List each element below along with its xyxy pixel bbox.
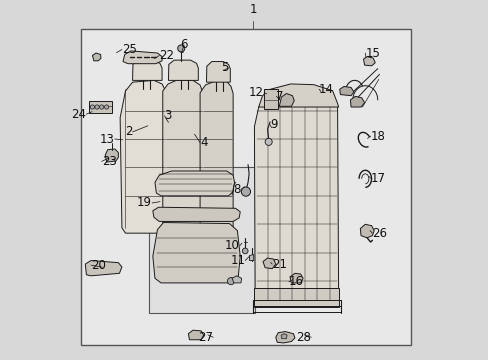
Circle shape xyxy=(177,45,184,52)
Polygon shape xyxy=(89,101,112,113)
Text: 14: 14 xyxy=(319,83,333,96)
Polygon shape xyxy=(254,86,338,307)
Polygon shape xyxy=(289,273,303,283)
Text: 3: 3 xyxy=(164,109,172,122)
Polygon shape xyxy=(206,62,230,82)
Text: 7: 7 xyxy=(276,90,284,103)
Text: 8: 8 xyxy=(233,183,241,196)
Text: 15: 15 xyxy=(365,46,379,59)
Text: 1: 1 xyxy=(249,4,257,17)
Circle shape xyxy=(104,105,108,109)
Text: 24: 24 xyxy=(71,108,86,121)
Text: 6: 6 xyxy=(180,39,187,51)
Polygon shape xyxy=(264,89,278,109)
Circle shape xyxy=(100,105,103,109)
Text: 5: 5 xyxy=(221,62,228,75)
Text: 9: 9 xyxy=(269,118,277,131)
Text: 17: 17 xyxy=(370,172,385,185)
Text: 19: 19 xyxy=(137,197,152,210)
Text: 22: 22 xyxy=(159,49,174,62)
Text: 23: 23 xyxy=(102,155,116,168)
Polygon shape xyxy=(263,258,275,269)
Circle shape xyxy=(264,138,272,145)
Polygon shape xyxy=(188,330,203,340)
Polygon shape xyxy=(254,288,338,307)
Polygon shape xyxy=(249,255,253,261)
Text: 10: 10 xyxy=(224,239,240,252)
Polygon shape xyxy=(258,84,338,107)
Text: 18: 18 xyxy=(370,130,385,143)
Text: 26: 26 xyxy=(372,227,386,240)
Polygon shape xyxy=(279,94,294,106)
Text: 27: 27 xyxy=(198,331,213,344)
Text: 21: 21 xyxy=(272,258,286,271)
Polygon shape xyxy=(105,149,118,162)
Circle shape xyxy=(241,187,250,196)
Text: 11: 11 xyxy=(230,254,244,267)
Text: 20: 20 xyxy=(91,258,106,272)
FancyBboxPatch shape xyxy=(81,29,411,345)
Polygon shape xyxy=(350,96,364,107)
Circle shape xyxy=(227,278,234,285)
Text: 28: 28 xyxy=(296,331,311,344)
Polygon shape xyxy=(200,81,233,233)
Polygon shape xyxy=(155,171,234,196)
Polygon shape xyxy=(339,86,353,96)
FancyBboxPatch shape xyxy=(148,167,255,313)
Circle shape xyxy=(95,105,99,109)
Polygon shape xyxy=(168,60,198,80)
Text: 2: 2 xyxy=(125,125,132,138)
Polygon shape xyxy=(275,332,294,343)
Circle shape xyxy=(90,105,94,109)
Polygon shape xyxy=(232,276,241,283)
Polygon shape xyxy=(92,53,101,61)
Polygon shape xyxy=(281,334,286,339)
Polygon shape xyxy=(153,222,240,283)
Text: 25: 25 xyxy=(122,43,137,56)
Polygon shape xyxy=(153,207,240,221)
Polygon shape xyxy=(163,80,203,233)
Polygon shape xyxy=(122,51,162,64)
Polygon shape xyxy=(363,57,374,66)
Polygon shape xyxy=(360,224,373,238)
Text: 16: 16 xyxy=(288,275,304,288)
Polygon shape xyxy=(132,61,162,80)
Polygon shape xyxy=(120,80,165,233)
Text: 13: 13 xyxy=(100,132,115,145)
Polygon shape xyxy=(85,261,122,276)
Text: 4: 4 xyxy=(200,136,207,149)
Circle shape xyxy=(242,248,247,254)
Text: 12: 12 xyxy=(248,86,264,99)
